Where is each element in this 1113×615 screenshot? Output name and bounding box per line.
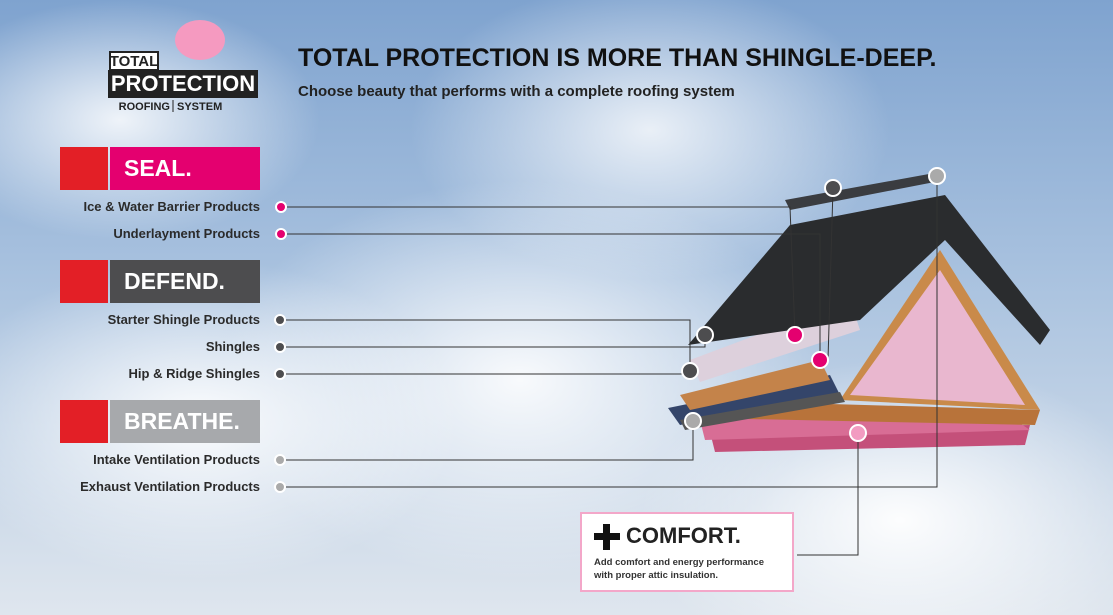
panther bbox=[175, 20, 225, 60]
deck-layer bbox=[680, 360, 830, 410]
section-heading: DEFEND. bbox=[110, 260, 260, 303]
subtitle: Choose beauty that performs with a compl… bbox=[298, 83, 735, 100]
callout bbox=[849, 424, 867, 442]
logo-bar bbox=[108, 70, 258, 98]
logo-text: SYSTEM bbox=[177, 101, 222, 113]
item: Underlayment Products bbox=[113, 226, 260, 241]
leader bbox=[285, 206, 796, 336]
callout bbox=[824, 179, 842, 197]
dot bbox=[274, 341, 286, 353]
comfort-text: with proper attic insulation. bbox=[594, 570, 719, 581]
logo: TOTAL PROTECTION ROOFING SYSTEM bbox=[108, 20, 258, 113]
dot bbox=[275, 201, 287, 213]
callout bbox=[696, 326, 714, 344]
comfort-heading: COMFORT. bbox=[626, 523, 741, 548]
item: Intake Ventilation Products bbox=[93, 452, 260, 467]
shingles bbox=[688, 195, 1050, 345]
dot bbox=[274, 314, 286, 326]
callout bbox=[681, 362, 699, 380]
title: TOTAL PROTECTION IS MORE THAN SHINGLE-DE… bbox=[298, 44, 937, 72]
item: Hip & Ridge Shingles bbox=[128, 366, 260, 381]
ridge-cap bbox=[785, 172, 945, 210]
dot bbox=[274, 368, 286, 380]
leader bbox=[285, 335, 706, 348]
callout bbox=[811, 351, 829, 369]
markers bbox=[274, 167, 946, 493]
leader bbox=[827, 187, 834, 361]
logo-text: PROTECTION bbox=[111, 71, 255, 96]
leader bbox=[285, 421, 694, 461]
logo-text: TOTAL bbox=[110, 53, 159, 70]
item: Exhaust Ventilation Products bbox=[80, 479, 260, 494]
item: Ice & Water Barrier Products bbox=[83, 199, 260, 214]
section-heading: SEAL. bbox=[110, 147, 260, 190]
seal-icon bbox=[60, 147, 108, 190]
comfort-box: COMFORT. Add comfort and energy performa… bbox=[580, 512, 794, 592]
item: Shingles bbox=[205, 339, 260, 354]
callout bbox=[684, 412, 702, 430]
leader bbox=[797, 433, 859, 556]
section-heading: BREATHE. bbox=[110, 400, 260, 443]
defend-icon bbox=[60, 260, 108, 303]
dot bbox=[274, 481, 286, 493]
plus-icon bbox=[594, 524, 620, 550]
callout bbox=[786, 326, 804, 344]
comfort-text: Add comfort and energy performance bbox=[594, 557, 764, 568]
breathe-icon bbox=[60, 400, 108, 443]
leader bbox=[285, 176, 938, 488]
item: Starter Shingle Products bbox=[107, 312, 260, 327]
leader bbox=[285, 319, 691, 371]
dot bbox=[274, 454, 286, 466]
ice-water-layer bbox=[668, 375, 840, 425]
leader bbox=[285, 233, 821, 360]
dot bbox=[275, 228, 287, 240]
vent-strip bbox=[680, 392, 845, 430]
logo-text: ROOFING bbox=[119, 101, 170, 113]
callout bbox=[928, 167, 946, 185]
